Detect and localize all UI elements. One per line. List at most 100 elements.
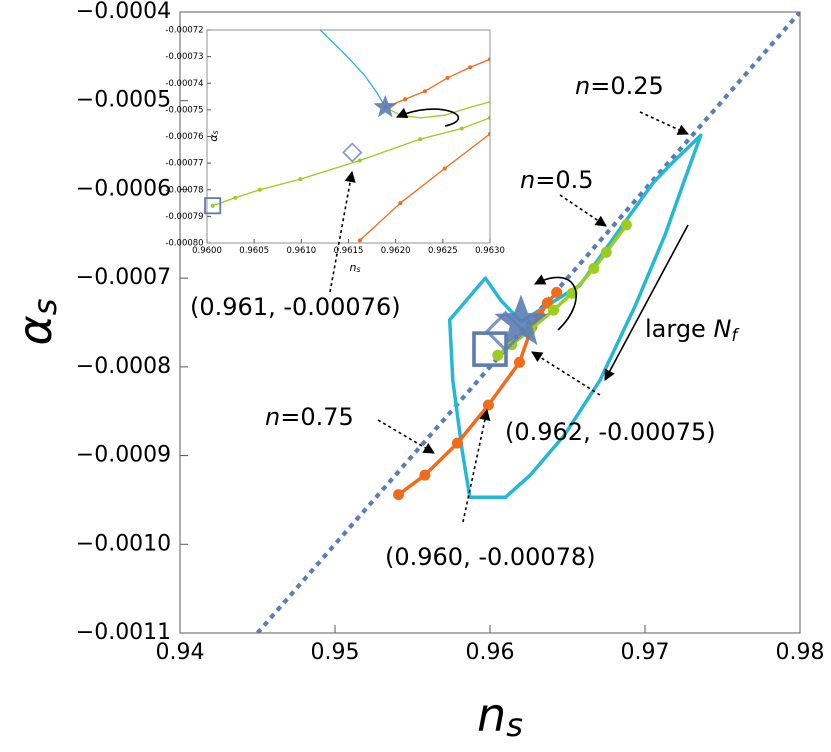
y-tick-label: -0.00079 [165, 212, 203, 222]
y-tick-label: −0.0009 [76, 443, 171, 468]
data-point [492, 349, 504, 361]
annotation-part: N [713, 315, 731, 343]
x-tick-label: 0.9625 [428, 246, 458, 256]
star-marker [373, 94, 398, 118]
data-point [357, 158, 362, 163]
arrow [329, 170, 356, 293]
y-axis-label-main: α [8, 315, 62, 345]
arrow [639, 111, 690, 135]
data-point [468, 65, 473, 70]
x-tick-label: 0.97 [621, 640, 670, 665]
annotation-part: =0.5 [535, 166, 593, 194]
data-point [398, 201, 403, 206]
y-tick-label: -0.00075 [165, 105, 203, 115]
annotation-part: =0.75 [280, 403, 354, 431]
data-point [419, 469, 431, 481]
data-point [418, 137, 423, 142]
square-marker [472, 331, 508, 367]
annotation: n=0.5 [520, 166, 594, 194]
x-tick-label: 0.96 [466, 640, 515, 665]
y-axis-label-main: α [207, 134, 220, 142]
y-tick-label: -0.00072 [165, 26, 203, 36]
annotation: (0.962, -0.00075) [505, 418, 716, 446]
data-point [403, 97, 408, 102]
y-tick-label: −0.0004 [76, 0, 171, 24]
y-tick-label: −0.0010 [76, 531, 171, 556]
y-tick-label: -0.00078 [165, 185, 203, 195]
y-axis-label: αs [8, 298, 65, 345]
annotation: large Nf [645, 315, 740, 346]
star-marker [494, 294, 548, 346]
arrow [377, 419, 435, 454]
y-tick-label: −0.0007 [76, 265, 171, 290]
square-marker [204, 197, 222, 215]
data-point [233, 195, 238, 200]
arrows [329, 107, 690, 523]
x-axis-label-main: n [350, 261, 357, 274]
data-point [541, 297, 553, 309]
annotation-part: large [645, 315, 713, 343]
x-tick-label: 0.9630 [475, 246, 505, 256]
annotation: n=0.75 [265, 403, 354, 431]
data-point [600, 246, 612, 258]
x-axis-label-sub: s [506, 706, 523, 744]
annotation: (0.961, -0.00076) [190, 293, 401, 321]
y-tick-label: -0.00077 [165, 159, 203, 169]
data-point [298, 177, 303, 182]
curved-arrow [534, 274, 577, 331]
y-axis-label-sub: s [211, 130, 220, 134]
diamond-marker [342, 142, 363, 163]
series-line [319, 30, 386, 108]
x-tick-label: 0.95 [311, 640, 360, 665]
series-line [385, 58, 490, 108]
data-point [393, 489, 405, 501]
annotation-part: (0.962, -0.00075) [505, 418, 716, 446]
x-tick-label: 0.98 [776, 640, 825, 665]
x-tick-label: 0.94 [156, 640, 205, 665]
x-axis-label: ns [350, 261, 361, 274]
annotation-part: f [731, 326, 740, 346]
annotation-part: (0.961, -0.00076) [190, 293, 401, 321]
data-point [445, 75, 450, 80]
annotation-part: n [575, 72, 590, 100]
y-tick-label: -0.00073 [165, 52, 203, 62]
y-axis-label-sub: s [26, 298, 64, 315]
data-point [513, 356, 525, 368]
data-point [442, 166, 447, 171]
series-line [359, 133, 490, 241]
annotation: n=0.25 [575, 72, 664, 100]
series-line [212, 117, 490, 207]
annotation-part: (0.960, -0.00078) [385, 543, 596, 571]
plot-frame [206, 29, 491, 244]
annotation-part: n [265, 403, 280, 431]
x-tick-label: 0.9605 [239, 246, 269, 256]
y-tick-label: -0.00080 [165, 239, 203, 249]
data-point [257, 187, 262, 192]
x-axis-label-main: n [477, 688, 506, 742]
y-tick-label: -0.00074 [165, 79, 203, 89]
data-point [620, 219, 632, 231]
series-group [210, 30, 490, 243]
inset-background [202, 15, 495, 268]
x-tick-label: 0.9615 [334, 246, 364, 256]
x-axis-label-sub: s [356, 265, 360, 274]
data-point [451, 437, 463, 449]
data-point [482, 399, 494, 411]
arrow [462, 408, 491, 523]
data-point [459, 126, 464, 131]
arrow [559, 194, 607, 227]
annotation-part: =0.25 [590, 72, 664, 100]
arrow [604, 224, 689, 381]
data-point [357, 238, 362, 243]
y-axis-label: αs [207, 130, 220, 141]
x-axis-label: ns [477, 688, 523, 745]
data-point [488, 57, 490, 62]
x-tick-label: 0.9600 [192, 246, 222, 256]
plot-frame [179, 11, 801, 634]
x-tick-label: 0.9610 [286, 246, 316, 256]
curved-arrow [395, 107, 460, 127]
data-point [548, 304, 560, 316]
y-tick-label: −0.0005 [76, 88, 171, 113]
y-tick-label: -0.00076 [165, 132, 203, 142]
